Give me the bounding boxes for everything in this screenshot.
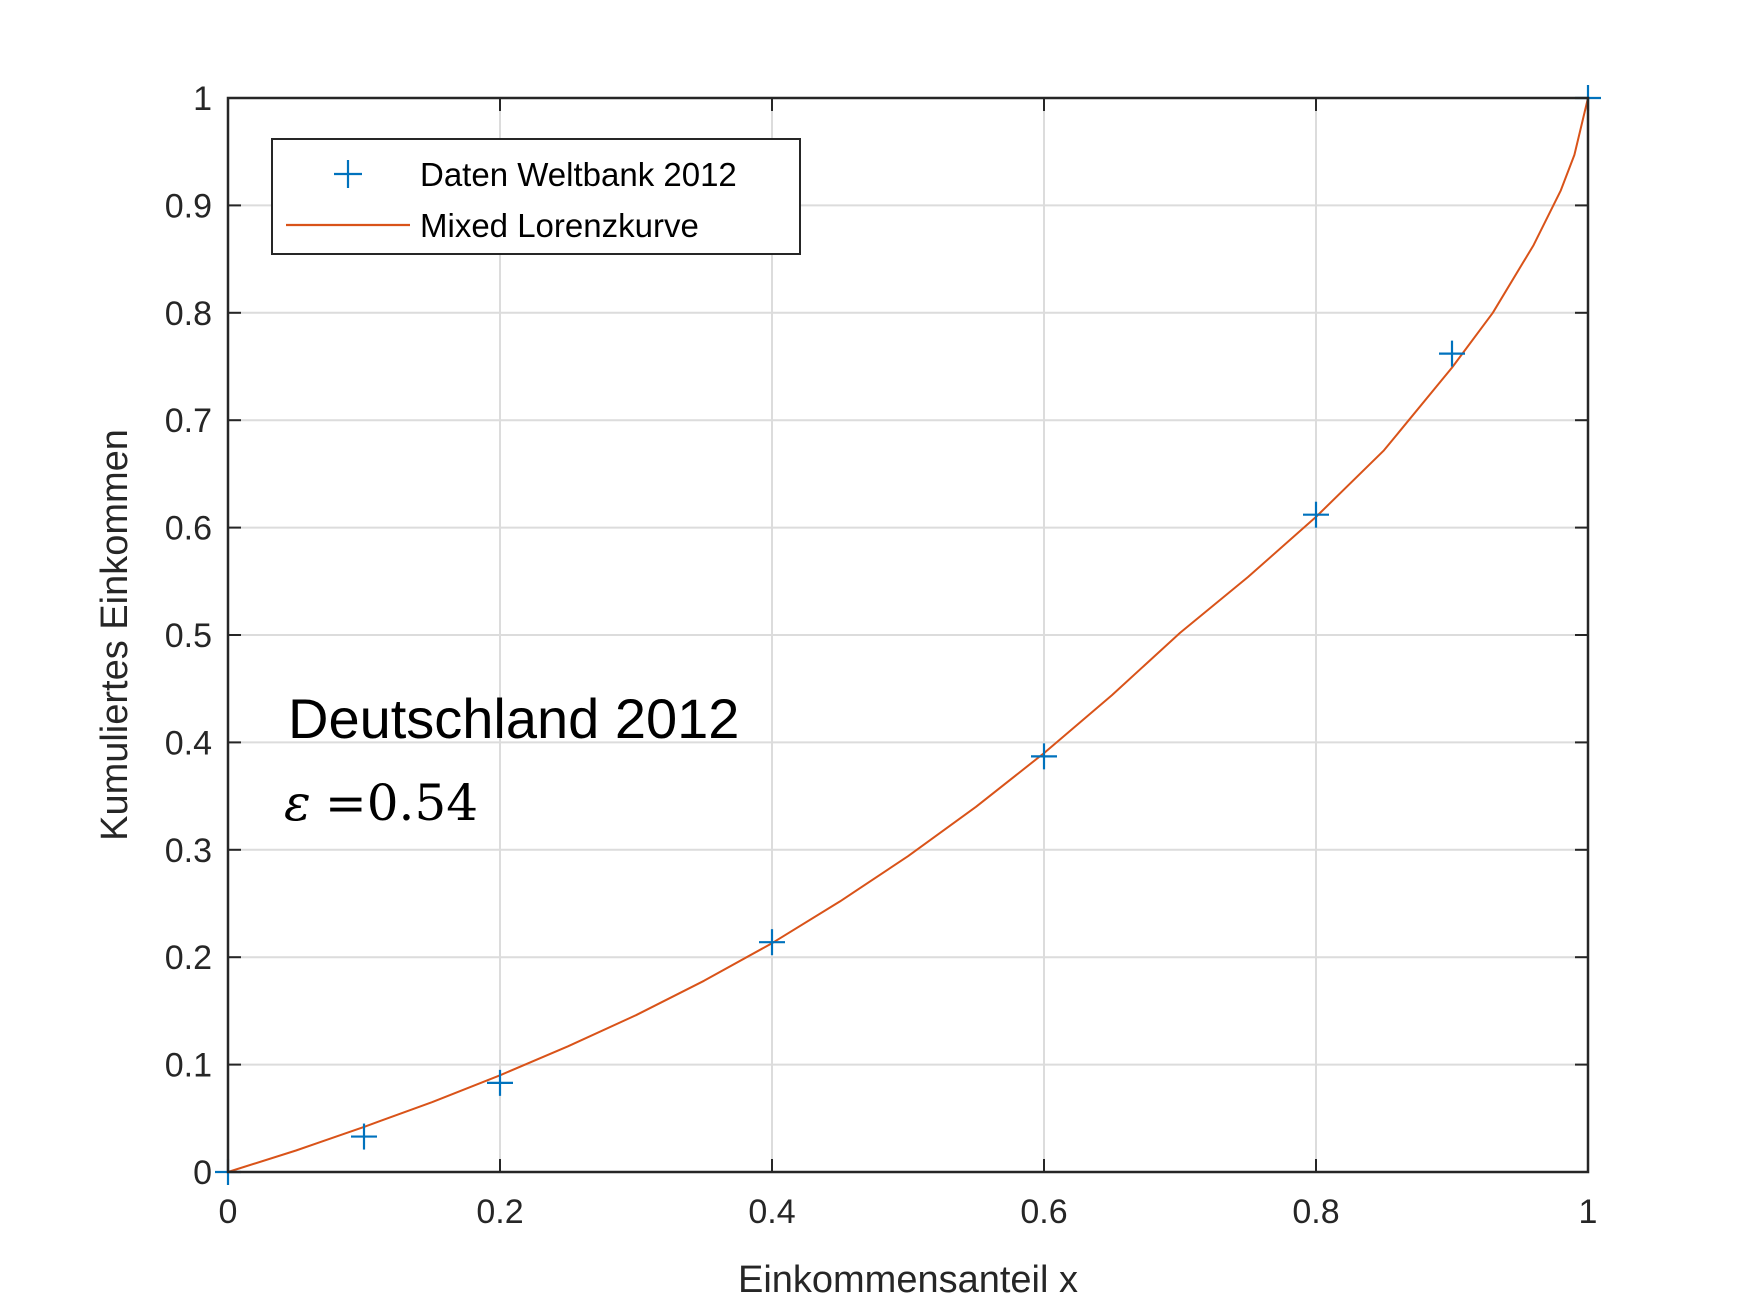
legend: Daten Weltbank 2012 Mixed Lorenzkurve bbox=[271, 138, 801, 255]
y-tick-label: 0.9 bbox=[165, 187, 212, 225]
legend-marker-icon bbox=[334, 160, 362, 188]
y-tick-label: 0.1 bbox=[165, 1047, 212, 1085]
y-tick-label: 0.3 bbox=[165, 832, 212, 870]
data-point-marker bbox=[351, 1123, 377, 1150]
epsilon-value: =0.54 bbox=[325, 774, 478, 832]
y-tick-label: 0.6 bbox=[165, 510, 212, 548]
y-axis-label: Kumuliertes Einkommen bbox=[94, 429, 136, 841]
data-point-marker bbox=[1303, 501, 1329, 528]
y-tick-label: 0.2 bbox=[165, 939, 212, 977]
x-axis-label: Einkommensanteil x bbox=[738, 1259, 1078, 1301]
epsilon-symbol: ε bbox=[284, 774, 311, 832]
x-tick-label: 1 bbox=[1579, 1193, 1598, 1231]
x-tick-label: 0.8 bbox=[1292, 1193, 1339, 1231]
y-tick-label: 0.8 bbox=[165, 295, 212, 333]
y-tick-label: 0 bbox=[193, 1154, 212, 1192]
x-tick-label: 0.6 bbox=[1020, 1193, 1067, 1231]
y-tick-label: 0.5 bbox=[165, 617, 212, 655]
annotation-title: Deutschland 2012 bbox=[288, 687, 739, 750]
tick-labels: 0 0.2 0.4 0.6 0.8 1 0 0.1 0.2 0.3 0.4 0.5 0.6 0.7 0.8 0… bbox=[165, 80, 1598, 1231]
x-tick-label: 0 bbox=[219, 1193, 238, 1231]
legend-box bbox=[271, 138, 801, 255]
data-point-marker bbox=[759, 929, 785, 956]
data-point-marker bbox=[1439, 340, 1465, 367]
data-markers-series bbox=[215, 85, 1601, 1185]
plot-area-frame bbox=[226, 96, 1590, 1174]
lorenz-curve-line bbox=[227, 97, 1589, 1173]
data-point-marker bbox=[487, 1069, 513, 1096]
y-tick-label: 0.4 bbox=[165, 724, 212, 762]
y-tick-label: 1 bbox=[193, 80, 212, 118]
legend-label-curve: Mixed Lorenzkurve bbox=[420, 207, 699, 244]
y-tick-label: 0.7 bbox=[165, 402, 212, 440]
legend-label-data: Daten Weltbank 2012 bbox=[420, 156, 737, 193]
x-tick-label: 0.2 bbox=[476, 1193, 523, 1231]
lorenz-curve-series bbox=[227, 97, 1589, 1173]
data-point-marker bbox=[1031, 743, 1057, 770]
annotation-epsilon: ε =0.54 bbox=[284, 774, 478, 832]
x-tick-label: 0.4 bbox=[748, 1193, 795, 1231]
